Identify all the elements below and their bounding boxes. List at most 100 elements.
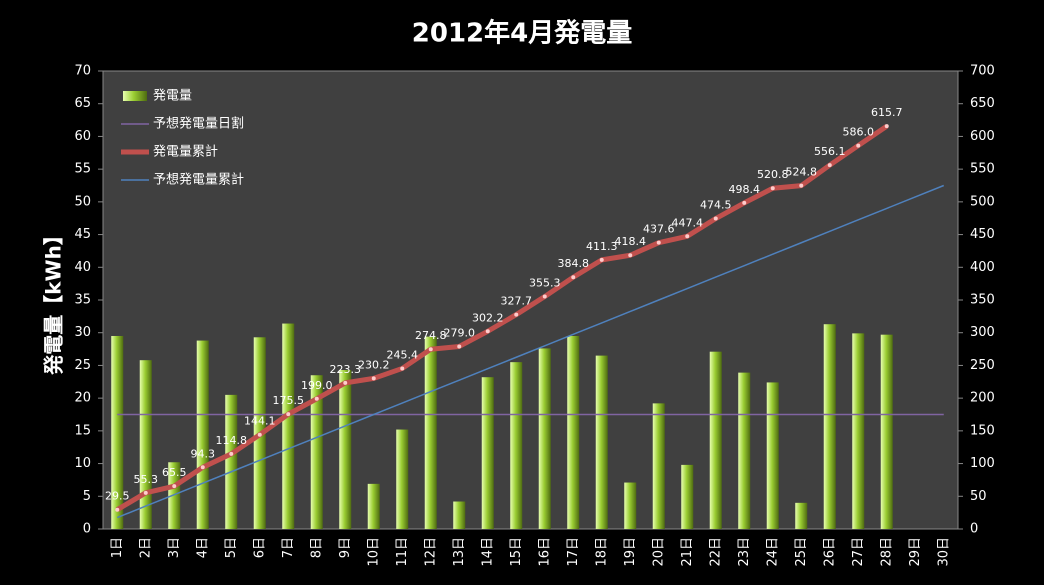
x-tick-label: 7日 <box>281 537 296 558</box>
x-tick-label: 28日 <box>879 537 894 567</box>
x-tick-label: 26日 <box>822 537 837 567</box>
x-tick-label: 11日 <box>395 537 410 567</box>
bar <box>823 324 836 529</box>
data-label: 384.8 <box>558 257 590 270</box>
plot-area <box>102 70 959 530</box>
data-label: 245.4 <box>387 348 419 361</box>
data-label: 55.3 <box>134 473 159 486</box>
bar <box>481 377 494 529</box>
line-marker <box>229 451 234 456</box>
x-tick-label: 24日 <box>765 537 780 567</box>
y2-tick-label: 700 <box>970 64 995 79</box>
legend-swatch <box>123 91 147 101</box>
line-marker <box>286 412 291 417</box>
y2-tick-label: 450 <box>970 227 995 242</box>
y-tick-label: 25 <box>74 358 91 373</box>
line-marker <box>485 329 490 334</box>
y-axis-label: 発電量【kWh】 <box>42 225 66 376</box>
data-label: 520.8 <box>757 168 789 181</box>
bar <box>196 340 209 529</box>
line-marker <box>143 490 148 495</box>
bar <box>139 360 152 529</box>
x-tick-label: 5日 <box>224 537 239 558</box>
x-tick-label: 25日 <box>794 537 809 567</box>
y-tick-label: 30 <box>74 325 91 340</box>
line-marker <box>428 347 433 352</box>
y-tick-label: 15 <box>74 423 91 438</box>
bar <box>453 501 466 529</box>
y-tick-label: 20 <box>74 391 91 406</box>
y2-tick-label: 350 <box>970 293 995 308</box>
x-tick-label: 13日 <box>452 537 467 567</box>
data-label: 94.3 <box>191 447 216 460</box>
line-marker <box>628 253 633 258</box>
x-tick-label: 9日 <box>338 537 353 558</box>
bar <box>339 370 352 529</box>
bar <box>424 336 437 529</box>
line <box>115 124 889 512</box>
y2-tick-label: 300 <box>970 325 995 340</box>
line-marker <box>542 294 547 299</box>
line-marker <box>685 234 690 239</box>
x-tick-label: 12日 <box>423 537 438 567</box>
bar <box>168 462 181 529</box>
y2-tick-label: 50 <box>970 489 987 504</box>
line-marker <box>371 376 376 381</box>
y2-tick-label: 250 <box>970 358 995 373</box>
line-marker <box>599 257 604 262</box>
line-marker <box>400 366 405 371</box>
line-marker <box>314 396 319 401</box>
line-marker <box>770 186 775 191</box>
y-tick-label: 5 <box>83 489 91 504</box>
x-tick-label: 3日 <box>167 537 182 558</box>
line-marker <box>257 432 262 437</box>
x-tick-label: 10日 <box>366 537 381 567</box>
bar <box>852 333 865 529</box>
data-label: 199.0 <box>301 379 333 392</box>
data-label: 615.7 <box>871 106 903 119</box>
line-marker <box>571 275 576 280</box>
y-tick-label: 45 <box>74 227 91 242</box>
line-marker <box>799 183 804 188</box>
data-label: 65.5 <box>162 466 187 479</box>
y-tick-label: 10 <box>74 456 91 471</box>
data-label: 230.2 <box>358 358 390 371</box>
y-tick-label: 40 <box>74 260 91 275</box>
bar <box>225 394 238 529</box>
line-marker <box>827 163 832 168</box>
x-tick-label: 14日 <box>480 537 495 567</box>
x-tick-label: 23日 <box>737 537 752 567</box>
line-marker <box>115 507 120 512</box>
y-tick-label: 50 <box>74 194 91 209</box>
legend-label: 予想発電量累計 <box>153 172 244 188</box>
y2-tick-label: 150 <box>970 423 995 438</box>
bar <box>510 362 523 529</box>
y2-tick-label: 200 <box>970 391 995 406</box>
x-tick-label: 21日 <box>680 537 695 567</box>
y2-tick-label: 650 <box>970 96 995 111</box>
x-tick-label: 1日 <box>110 537 125 558</box>
bar <box>111 335 124 529</box>
data-label: 302.2 <box>472 311 504 324</box>
bar <box>624 482 637 529</box>
y2-tick-label: 0 <box>970 522 978 537</box>
y-tick-label: 60 <box>74 129 91 144</box>
bar <box>538 348 551 529</box>
data-label: 498.4 <box>729 183 761 196</box>
data-label: 327.7 <box>501 295 533 308</box>
y-tick-label: 0 <box>83 522 91 537</box>
bar <box>310 375 323 529</box>
line-marker <box>172 484 177 489</box>
data-label: 474.5 <box>700 199 732 212</box>
x-tick-label: 15日 <box>509 537 524 567</box>
y-tick-label: 35 <box>74 293 91 308</box>
line-marker <box>457 344 462 349</box>
x-tick-label: 27日 <box>851 537 866 567</box>
y2-tick-label: 500 <box>970 194 995 209</box>
x-tick-label: 8日 <box>309 537 324 558</box>
data-label: 586.0 <box>843 126 875 139</box>
bar <box>282 323 295 529</box>
legend-label: 予想発電量日割 <box>153 116 244 132</box>
data-label: 447.4 <box>672 216 704 229</box>
